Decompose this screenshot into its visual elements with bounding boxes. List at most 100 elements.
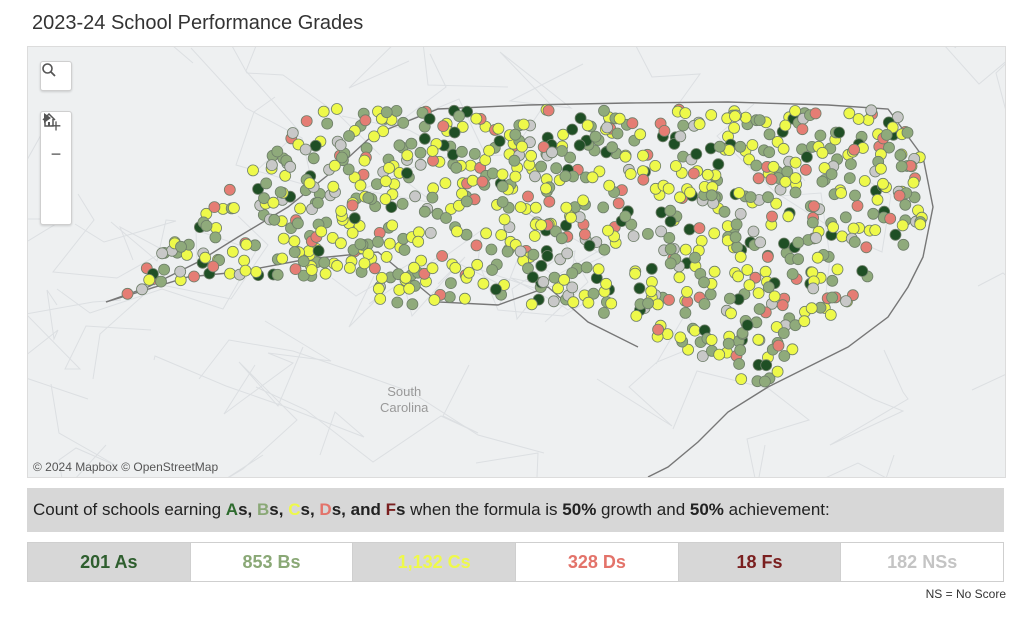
school-dot — [580, 261, 593, 274]
count-ns[interactable]: 182 NSs — [841, 543, 1004, 581]
nc-border — [105, 101, 934, 477]
zoom-in-button[interactable]: + — [50, 115, 62, 136]
zoom-out-button[interactable]: − — [50, 143, 62, 164]
school-dot — [652, 323, 664, 336]
school-dot — [426, 262, 439, 275]
school-dot — [808, 200, 820, 213]
count-f[interactable]: 18 Fs — [678, 543, 842, 581]
school-dot — [682, 343, 694, 356]
search-icon[interactable] — [41, 62, 71, 90]
caption-s: s — [395, 500, 406, 519]
school-dot — [498, 213, 511, 226]
school-dot — [559, 170, 572, 183]
school-dot — [734, 140, 747, 153]
search-control[interactable] — [40, 61, 72, 91]
school-dot — [746, 139, 759, 151]
school-dot — [712, 158, 725, 171]
caption-comma: , — [247, 500, 257, 519]
school-dot — [299, 143, 312, 156]
school-dot — [436, 250, 449, 262]
school-dot — [602, 224, 614, 237]
school-dot — [848, 143, 860, 156]
school-dot — [677, 119, 690, 132]
school-dot — [470, 239, 483, 252]
school-dot — [862, 114, 875, 126]
school-dot — [750, 159, 763, 172]
school-dot — [664, 257, 677, 270]
school-dot — [284, 160, 297, 173]
school-dot — [557, 128, 569, 141]
caption-a: A — [225, 500, 239, 519]
play-icon[interactable] — [41, 113, 71, 224]
school-dot — [471, 258, 484, 271]
caption-s: s — [300, 500, 310, 519]
school-dot — [288, 235, 301, 248]
school-dot — [226, 245, 239, 258]
school-dot — [645, 285, 658, 298]
home-icon[interactable] — [41, 112, 71, 196]
school-dot — [705, 189, 718, 202]
school-dot — [158, 263, 171, 276]
school-dot — [379, 193, 392, 206]
count-d-label: 328 Ds — [567, 551, 626, 572]
count-d[interactable]: 328 Ds — [516, 543, 679, 581]
school-dot — [633, 282, 646, 295]
map-road — [422, 47, 509, 88]
school-dot — [883, 141, 895, 154]
map-road — [635, 47, 702, 114]
school-dot — [514, 201, 527, 214]
map-nav-controls: + − — [40, 111, 72, 225]
school-dot — [875, 162, 887, 175]
school-dot — [334, 139, 347, 151]
school-dot — [725, 307, 737, 320]
school-dot — [547, 295, 560, 308]
school-dot — [574, 112, 587, 125]
school-dot — [362, 191, 375, 204]
school-dot — [627, 230, 640, 243]
caption-prefix: Count of schools earning — [33, 500, 226, 519]
map-road — [475, 452, 539, 477]
school-dot — [418, 205, 431, 218]
school-dot — [743, 279, 756, 292]
count-b[interactable]: 853 Bs — [190, 543, 354, 581]
count-a-label: 201 As — [80, 551, 138, 572]
map-road — [28, 218, 66, 242]
school-dot — [354, 238, 367, 251]
school-dot — [747, 225, 760, 238]
school-dot — [589, 130, 602, 143]
school-dot — [826, 291, 838, 304]
school-dot — [496, 168, 509, 181]
school-dot — [674, 191, 686, 204]
school-dot — [443, 291, 456, 303]
count-a[interactable]: 201 As — [28, 543, 191, 581]
count-c[interactable]: 1,132 Cs — [353, 543, 517, 581]
school-dot — [529, 170, 541, 183]
school-dot — [603, 179, 616, 192]
school-dot — [674, 331, 687, 344]
school-dot — [642, 297, 654, 310]
school-map[interactable]: South Carolina + − © 2024 Mapbox © OpenS… — [27, 46, 1006, 478]
school-dot — [480, 227, 493, 240]
map-canvas[interactable] — [28, 47, 1005, 477]
map-attribution[interactable]: © 2024 Mapbox © OpenStreetMap — [33, 460, 219, 474]
school-dot — [814, 129, 827, 142]
school-dot — [286, 127, 299, 139]
school-dot — [397, 116, 410, 129]
school-dot — [907, 176, 920, 189]
school-dot — [463, 266, 475, 279]
school-dot — [573, 139, 586, 152]
school-dot — [398, 244, 411, 256]
school-dot — [779, 119, 792, 132]
school-dot — [598, 243, 611, 256]
school-dot — [871, 193, 884, 206]
school-dot — [612, 197, 625, 210]
school-dot — [752, 172, 765, 185]
map-road — [672, 370, 811, 477]
school-dot — [806, 216, 819, 229]
map-road — [826, 454, 895, 477]
school-dot — [598, 104, 610, 117]
school-dot — [798, 315, 811, 328]
school-dot — [390, 105, 403, 117]
school-dot — [683, 223, 696, 236]
school-dot — [334, 237, 347, 250]
